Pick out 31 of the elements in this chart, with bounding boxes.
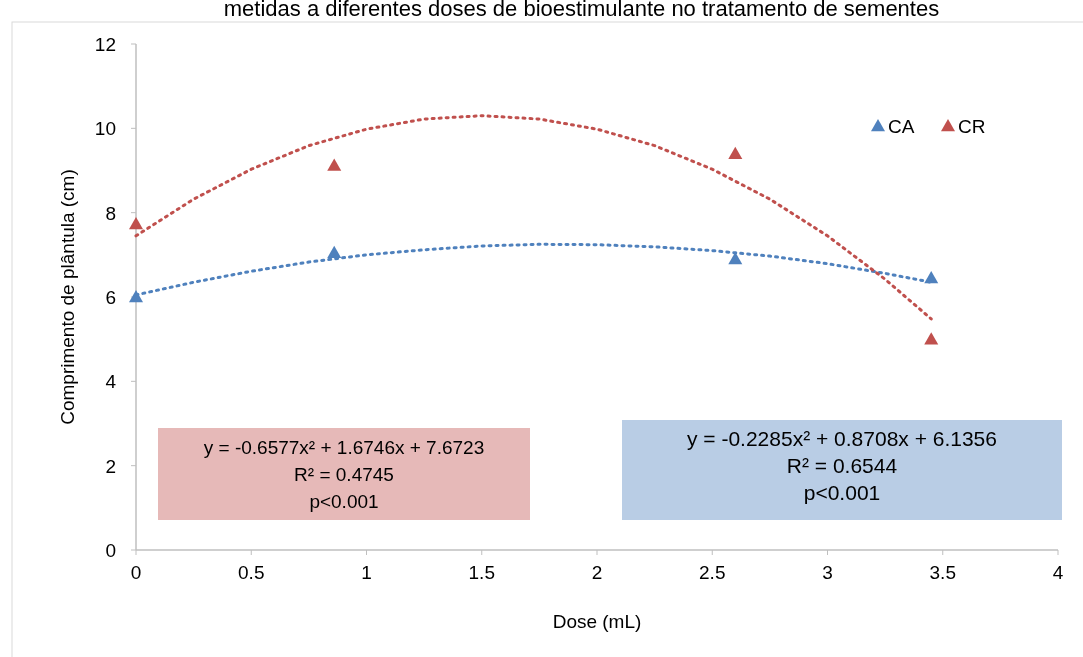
x-tick-label: 1 [361, 562, 372, 583]
x-axis-title: Dose (mL) [552, 611, 642, 632]
y-tick-label: 8 [105, 202, 116, 224]
x-tick-label: 4 [1052, 562, 1064, 583]
x-tick-label: 2 [591, 562, 603, 583]
y-tick-label: 2 [105, 455, 116, 477]
point [129, 290, 143, 303]
y-tick-label: 12 [94, 34, 116, 55]
y-tick-label: 0 [105, 540, 116, 561]
legend-label: CA [888, 116, 915, 137]
y-tick-label: 10 [94, 118, 116, 140]
point [327, 245, 342, 258]
point [129, 217, 143, 230]
chart-title: metidas a diferentes doses de bioestimulante no tratamento de sementes [223, 0, 940, 21]
point [728, 252, 743, 265]
point [728, 146, 743, 159]
x-tick-label: 2.5 [699, 562, 726, 583]
y-tick-label: 4 [105, 371, 117, 393]
x-tick-label: 0.5 [238, 562, 265, 583]
point [924, 332, 939, 345]
x-tick-label: 3.5 [929, 562, 956, 583]
annotation: y = -0.2285x² + 0.8708x + 6.1356 R² = 0.6544 p<0.001 [687, 427, 997, 504]
y-tick-label: 6 [105, 287, 116, 308]
x-tick-label: 0 [130, 562, 142, 583]
x-tick-label: 3 [822, 562, 833, 583]
legend-label: CR [958, 116, 986, 137]
y-axis-title: Comprimento de plântula (cm) [57, 169, 78, 425]
point [924, 271, 939, 284]
annotation: y = -0.6577x² + 1.6746x + 7.6723 R² = 0.4745 p<0.001 [203, 437, 485, 512]
x-tick-label: 1.5 [468, 562, 495, 583]
point [327, 158, 342, 171]
